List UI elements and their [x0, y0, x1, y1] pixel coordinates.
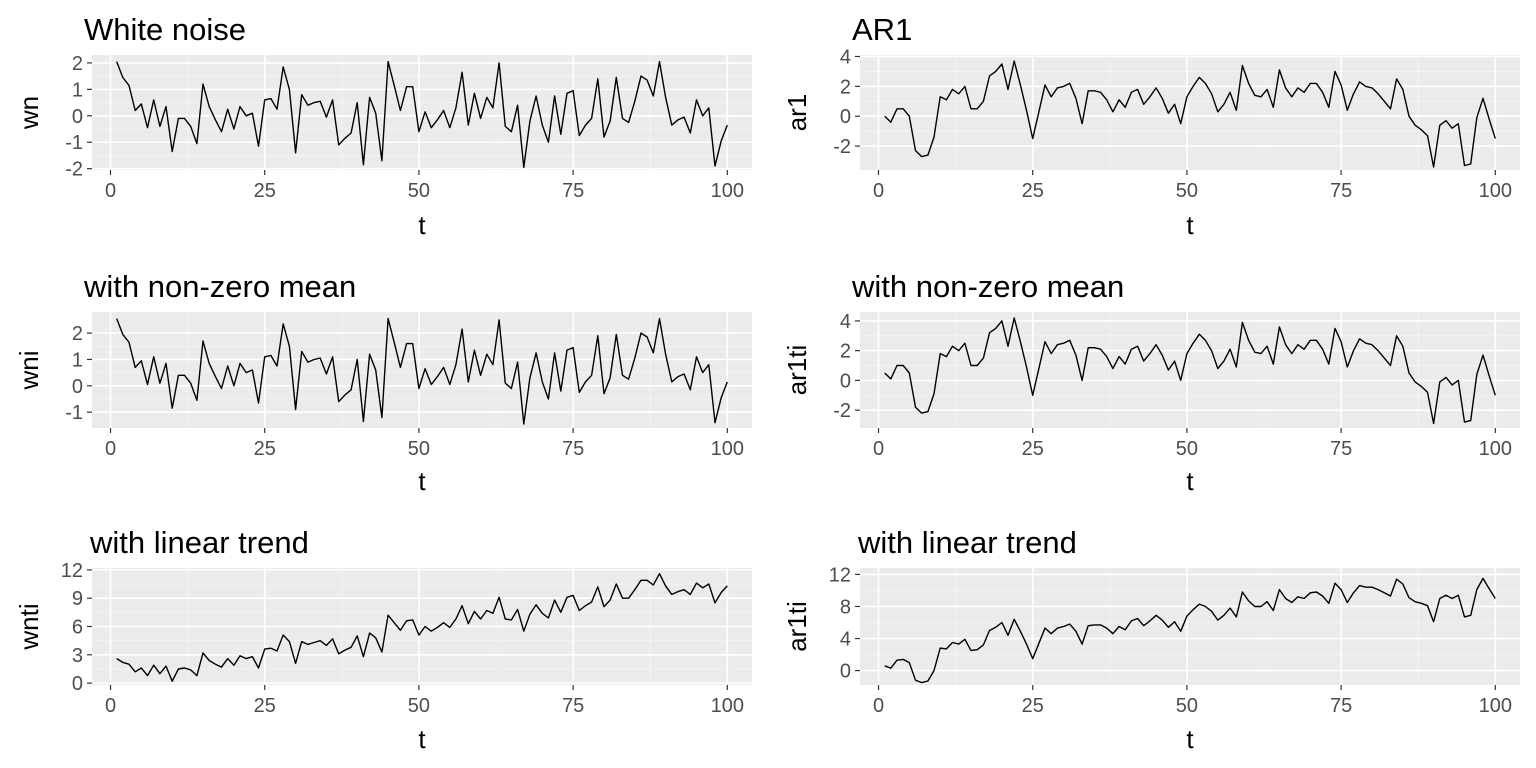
x-tick-label: 50	[1176, 180, 1198, 202]
x-tick-label: 0	[873, 180, 884, 202]
y-tick-label: 1	[72, 349, 83, 371]
chart-title: with linear trend	[89, 525, 309, 560]
series-line	[116, 60, 728, 169]
series-line	[884, 60, 1496, 168]
x-tick-label: 75	[562, 438, 584, 460]
x-tick-label: 75	[562, 695, 584, 717]
series-line	[884, 577, 1496, 684]
y-tick-label: 4	[840, 46, 851, 68]
x-axis-label: t	[1186, 724, 1194, 754]
x-axis-label: t	[418, 466, 426, 496]
y-tick-label: 4	[840, 629, 851, 651]
x-tick-label: 75	[1330, 438, 1352, 460]
panel-background	[92, 312, 752, 428]
y-tick-label: -1	[65, 402, 83, 424]
x-tick-label: 0	[105, 438, 116, 460]
x-tick-label: 25	[1022, 695, 1044, 717]
panel-background	[860, 568, 1520, 685]
panel-background	[860, 312, 1520, 428]
x-tick-label: 50	[1176, 438, 1198, 460]
x-tick-label: 50	[1176, 695, 1198, 717]
x-tick-label: 50	[408, 180, 430, 202]
series-line	[884, 317, 1496, 425]
x-tick-label: 50	[408, 438, 430, 460]
y-tick-label: 2	[840, 341, 851, 363]
x-axis-label: t	[418, 210, 426, 240]
x-tick-label: 0	[105, 180, 116, 202]
x-tick-label: 0	[873, 695, 884, 717]
x-tick-label: 25	[1022, 438, 1044, 460]
y-tick-label: 0	[840, 661, 851, 683]
y-tick-label: 4	[840, 311, 851, 333]
x-tick-label: 0	[105, 695, 116, 717]
y-tick-label: 6	[72, 617, 83, 639]
chart-panel-5: 0 25 50 75 100 0 3 6 9 12 with linear trend t wnti	[14, 525, 752, 754]
x-axis-label: t	[1186, 466, 1194, 496]
y-tick-label: 1	[72, 79, 83, 101]
y-tick-label: 0	[840, 106, 851, 128]
chart-panel-6: 0 25 50 75 100 0 4 8 12 with linear trend t ar1ti	[782, 525, 1520, 754]
y-axis-label: wni	[14, 350, 44, 390]
chart-title: White noise	[84, 12, 246, 47]
series-line	[116, 573, 728, 682]
x-axis-label: t	[1186, 210, 1194, 240]
y-tick-label: 2	[840, 76, 851, 98]
x-tick-label: 25	[254, 180, 276, 202]
y-tick-label: 0	[72, 673, 83, 695]
x-tick-label: 75	[1330, 180, 1352, 202]
panel-background	[92, 55, 752, 170]
panel-background	[860, 55, 1520, 170]
chart-title: with linear trend	[857, 525, 1077, 560]
y-tick-label: -2	[65, 159, 83, 181]
x-tick-label: 50	[408, 695, 430, 717]
y-tick-label: 12	[829, 564, 851, 586]
y-tick-label: 8	[840, 596, 851, 618]
y-tick-label: -1	[65, 132, 83, 154]
x-axis-label: t	[418, 724, 426, 754]
series-line	[116, 317, 728, 425]
x-tick-label: 25	[1022, 180, 1044, 202]
x-tick-label: 100	[711, 695, 744, 717]
x-tick-label: 75	[1330, 695, 1352, 717]
x-tick-label: 75	[562, 180, 584, 202]
y-tick-label: 9	[72, 588, 83, 610]
y-axis-label: ar1ti	[782, 345, 812, 396]
y-tick-label: 12	[61, 560, 83, 582]
y-axis-label: ar1ti	[782, 601, 812, 652]
x-tick-label: 25	[254, 695, 276, 717]
y-axis-label: wn	[14, 96, 44, 130]
y-tick-label: 0	[840, 370, 851, 392]
chart-title: with non-zero mean	[851, 269, 1124, 304]
y-axis-label: ar1	[782, 94, 812, 132]
chart-title: AR1	[852, 12, 912, 47]
y-tick-label: 2	[72, 323, 83, 345]
x-tick-label: 100	[1479, 695, 1512, 717]
x-tick-label: 25	[254, 438, 276, 460]
y-tick-label: 2	[72, 53, 83, 75]
y-tick-label: -2	[833, 136, 851, 158]
x-tick-label: 100	[711, 180, 744, 202]
y-tick-label: -2	[833, 400, 851, 422]
x-tick-label: 0	[873, 438, 884, 460]
y-tick-label: 0	[72, 376, 83, 398]
x-tick-label: 100	[711, 438, 744, 460]
chart-title: with non-zero mean	[83, 269, 356, 304]
y-tick-label: 0	[72, 106, 83, 128]
x-tick-label: 100	[1479, 180, 1512, 202]
y-axis-label: wnti	[14, 603, 44, 650]
x-tick-label: 100	[1479, 438, 1512, 460]
y-tick-label: 3	[72, 645, 83, 667]
